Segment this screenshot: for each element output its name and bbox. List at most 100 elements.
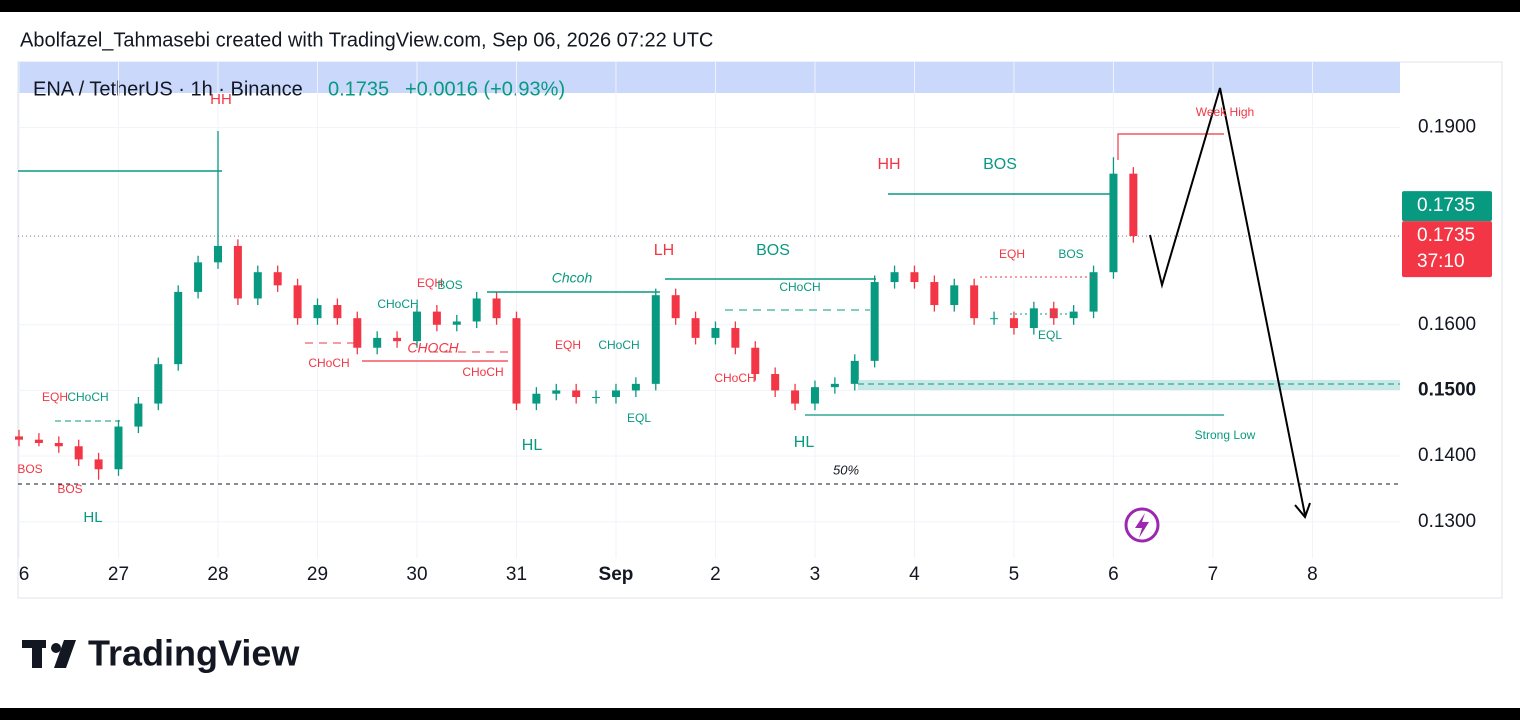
candle-body	[373, 337, 382, 348]
candle-body	[1109, 173, 1118, 273]
logo-mark	[54, 640, 76, 668]
chart-frame	[17, 61, 1503, 599]
candle-body	[532, 393, 541, 404]
candle-body	[711, 328, 720, 338]
price-tag	[1402, 221, 1492, 278]
annotation: HL	[794, 434, 815, 451]
candle-body	[970, 285, 979, 319]
candle-body	[273, 272, 282, 286]
bottom-bar	[0, 708, 1520, 720]
candle-body	[512, 318, 521, 404]
annotation: CHoCH	[779, 280, 820, 294]
attribution: Abolfazel_Tahmasebi created with Trading…	[20, 29, 713, 51]
alert-icon	[1124, 507, 1160, 543]
annotation: Week High	[1196, 105, 1254, 119]
annotation: HH	[877, 156, 900, 173]
candle-body	[1009, 318, 1018, 329]
annotation: LH	[654, 242, 674, 259]
arrow-head	[1294, 502, 1311, 519]
week-high-line	[1117, 133, 1224, 160]
candle-body	[492, 298, 501, 319]
symbol: ENA / TetherUS · 1h · Binance	[33, 78, 303, 100]
candle-body	[631, 383, 640, 391]
annotation: BOS	[756, 242, 790, 259]
candle-body	[393, 337, 402, 342]
candle-body	[134, 403, 143, 427]
annotation: CHoCH	[377, 297, 418, 311]
candle-body	[412, 311, 421, 342]
candle-body	[1069, 311, 1078, 319]
candle-body	[1049, 308, 1058, 319]
candle-body	[691, 318, 700, 338]
candle-body	[830, 383, 839, 388]
candle-body	[34, 439, 43, 443]
candle-body	[910, 272, 919, 283]
x-tick-label: 5	[1009, 564, 1020, 585]
price-tag-label: 0.1735	[1417, 225, 1475, 246]
candle-body	[74, 446, 83, 460]
candle-body	[94, 459, 103, 470]
candle-body	[990, 318, 999, 320]
x-tick-label: 6	[1108, 564, 1119, 585]
candle-body	[233, 245, 242, 299]
annotation: CHoCH	[714, 371, 755, 385]
x-tick-label: 7	[1208, 564, 1219, 585]
candle-body	[1089, 272, 1098, 312]
annotation: HL	[522, 437, 543, 454]
countdown: 37:10	[1417, 251, 1465, 272]
annotation: CHoCH	[308, 356, 349, 370]
x-tick-label: 3	[810, 564, 821, 585]
price: 0.1735	[328, 78, 389, 100]
annotation: BOS	[57, 482, 82, 496]
drawings	[18, 87, 1400, 543]
header-band	[18, 62, 1400, 93]
candle-body	[611, 390, 620, 397]
x-tick-label: Sep	[599, 564, 634, 585]
x-tick-label: 29	[307, 564, 328, 585]
annotation: 50%	[833, 462, 859, 477]
candle-body	[950, 285, 959, 306]
candle-body	[54, 442, 63, 447]
annotation: EQH	[42, 390, 68, 404]
candle-body	[194, 262, 203, 292]
x-tick-label: 2	[710, 564, 721, 585]
annotation: CHOCH	[407, 340, 459, 356]
plot	[15, 62, 1400, 558]
top-bar	[0, 0, 1520, 12]
candle-body	[432, 311, 441, 325]
candle-body	[810, 387, 819, 404]
price-tag	[1402, 191, 1492, 222]
candle-body	[572, 390, 581, 397]
x-tick-label: 6	[19, 564, 30, 585]
annotation: Strong Low	[1195, 428, 1256, 442]
zone	[858, 380, 1400, 390]
candle-body	[651, 295, 660, 384]
annotation: EQH	[417, 276, 443, 290]
candle-body	[731, 328, 740, 348]
price-tag-label: 0.1735	[1417, 195, 1475, 216]
logo-mark	[51, 643, 61, 653]
x-tick-label: 8	[1307, 564, 1318, 585]
alert-bolt	[1135, 513, 1149, 538]
candle-body	[751, 347, 760, 375]
annotation: Chcoh	[552, 270, 593, 286]
candle-body	[114, 426, 123, 470]
logo-text: TradingView	[88, 633, 300, 674]
candle-body	[313, 305, 322, 319]
y-tick-label: 0.1900	[1418, 117, 1476, 138]
annotation: BOS	[437, 278, 462, 292]
projection	[1149, 87, 1306, 516]
y-tick-label: 0.1600	[1418, 314, 1476, 335]
candle-body	[1129, 173, 1138, 237]
candle-body	[253, 272, 262, 299]
x-tick-label: 30	[406, 564, 427, 585]
logo-mark	[32, 640, 42, 668]
annotation: EQH	[999, 247, 1025, 261]
candle-body	[671, 295, 680, 319]
candle-body	[452, 321, 461, 325]
annotation: HH	[210, 91, 232, 108]
candle-body	[15, 436, 23, 440]
candle-body	[293, 285, 302, 319]
candle-body	[870, 282, 879, 361]
